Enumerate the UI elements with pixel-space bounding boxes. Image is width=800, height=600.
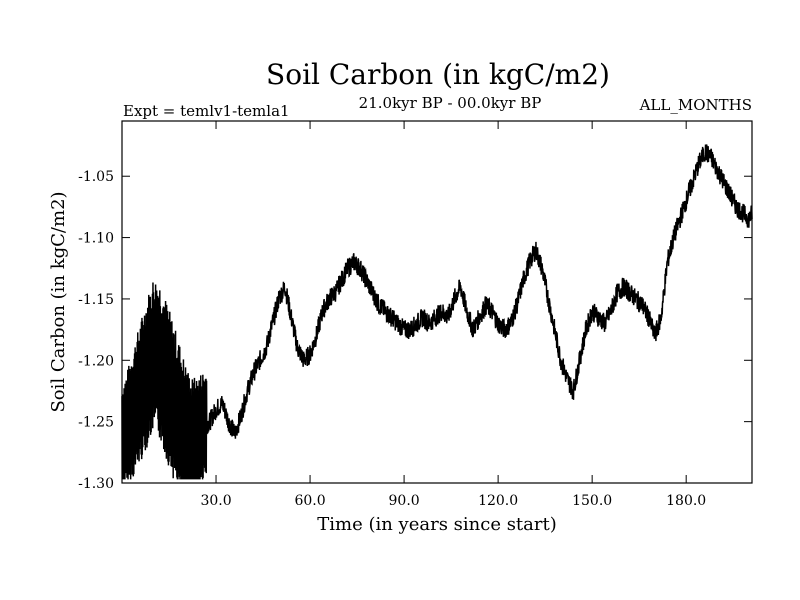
plot-frame — [121, 120, 753, 484]
soil-carbon-series-line — [121, 144, 753, 480]
y-axis-ticks: -1.30 -1.25 -1.20 -1.15 -1.10 -1.05 — [78, 169, 752, 492]
y-axis-label: Soil Carbon (in kgC/m2) — [48, 191, 69, 412]
y-tick-label: -1.05 — [78, 169, 114, 185]
y-tick-label: -1.25 — [78, 415, 114, 431]
x-tick-label: 60.0 — [294, 493, 325, 509]
x-tick-label: 120.0 — [478, 493, 518, 509]
x-axis-label: Time (in years since start) — [317, 514, 557, 535]
x-tick-label: 150.0 — [572, 493, 612, 509]
chart-subtitle-center: 21.0kyr BP - 00.0kyr BP — [359, 94, 542, 112]
chart-subtitle-right: ALL_MONTHS — [639, 96, 752, 114]
y-tick-label: -1.20 — [78, 353, 114, 369]
y-tick-label: -1.10 — [78, 231, 114, 247]
x-tick-label: 180.0 — [666, 493, 706, 509]
y-tick-label: -1.30 — [78, 476, 114, 492]
plot-area: 30.0 60.0 90.0 120.0 150.0 180.0 -1.30-1.25-1… — [78, 120, 753, 509]
chart-subtitle-left: Expt = temlv1-temla1 — [123, 102, 290, 120]
x-axis-ticks: 30.0 60.0 90.0 120.0 150.0 180.0 — [200, 121, 706, 509]
x-tick-label: 30.0 — [200, 493, 231, 509]
y-tick-label: -1.15 — [78, 292, 114, 308]
x-tick-label: 90.0 — [389, 493, 420, 509]
chart-title: Soil Carbon (in kgC/m2) — [266, 58, 610, 91]
